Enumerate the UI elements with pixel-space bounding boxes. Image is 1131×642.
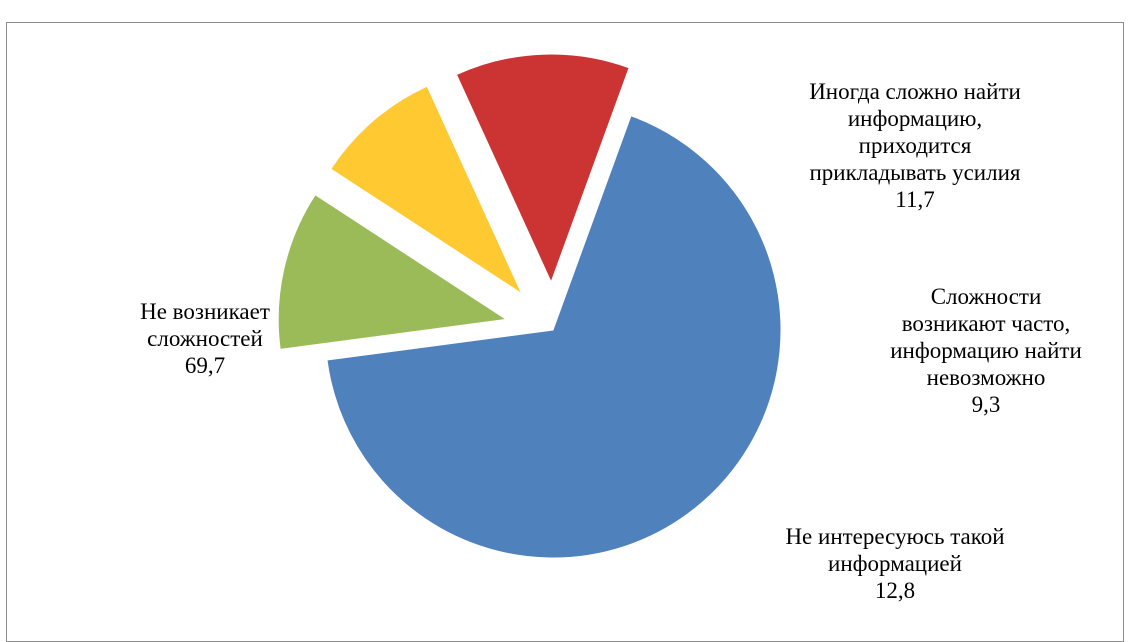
slice-no-difficulties — [326, 115, 782, 559]
label-no-difficulties-value: 69,7 — [184, 353, 226, 378]
label-often-difficult-value: 9,3 — [971, 392, 1001, 417]
label-often-difficult: Сложности возникают часто, информацию на… — [856, 283, 1116, 418]
label-often-difficult-line-1: Сложности — [930, 284, 1042, 309]
slice-often-difficult — [330, 85, 523, 295]
label-sometimes-difficult-line-4: прикладывать усилия — [809, 160, 1021, 185]
label-no-difficulties-line-1: Не возникает — [140, 299, 270, 324]
label-not-interested: Не интересуюсь такой информацией 12,8 — [750, 523, 1040, 604]
label-sometimes-difficult-line-3: приходится — [858, 133, 972, 158]
label-sometimes-difficult-line-1: Иногда сложно найти — [809, 79, 1021, 104]
slice-sometimes-difficult — [277, 194, 508, 350]
label-sometimes-difficult: Иногда сложно найти информацию, приходит… — [770, 78, 1060, 213]
label-often-difficult-line-3: информацию найти — [890, 338, 1082, 363]
slice-not-interested — [455, 53, 630, 284]
label-often-difficult-line-4: невозможно — [926, 365, 1046, 390]
label-sometimes-difficult-value: 11,7 — [895, 187, 935, 212]
label-no-difficulties: Не возникает сложностей 69,7 — [95, 298, 315, 379]
label-often-difficult-line-2: возникают часто, — [901, 311, 1071, 336]
label-sometimes-difficult-line-2: информацию, — [847, 106, 983, 131]
label-not-interested-line-2: информацией — [828, 551, 962, 576]
label-not-interested-line-1: Не интересуюсь такой — [785, 524, 1005, 549]
label-not-interested-value: 12,8 — [874, 578, 916, 603]
label-no-difficulties-line-2: сложностей — [147, 326, 263, 351]
